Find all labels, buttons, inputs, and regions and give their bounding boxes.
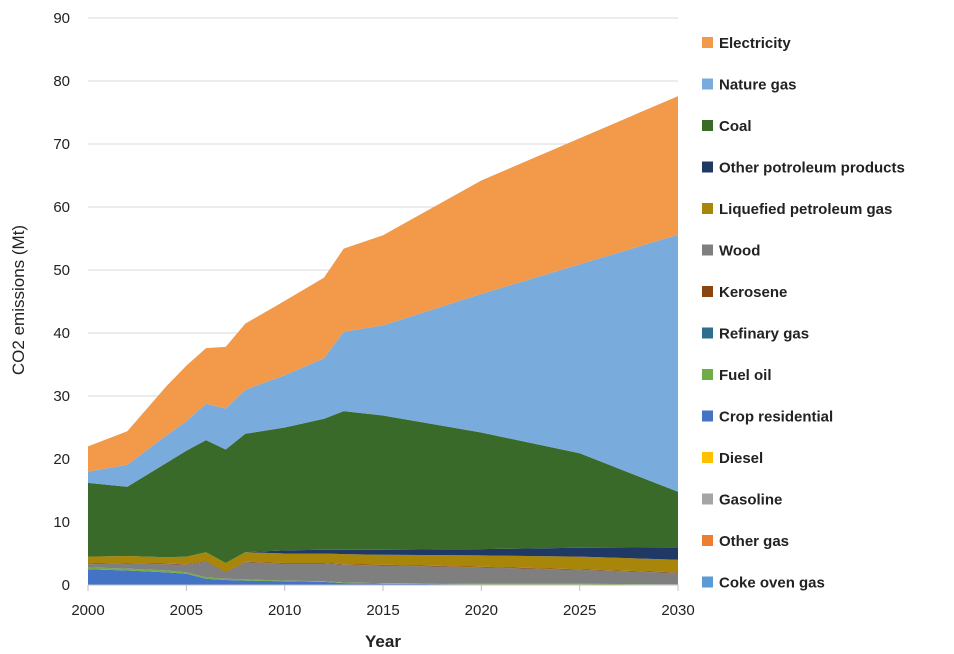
y-tick-label: 70 bbox=[53, 136, 70, 153]
legend-swatch-electricity bbox=[702, 37, 713, 48]
legend-swatch-coal bbox=[702, 120, 713, 131]
x-tick-label: 2030 bbox=[661, 602, 694, 619]
legend-label-refinary-gas: Refinary gas bbox=[719, 326, 809, 343]
legend-label-gasoline: Gasoline bbox=[719, 492, 782, 509]
y-tick-label: 10 bbox=[53, 514, 70, 531]
legend-swatch-nature-gas bbox=[702, 78, 713, 90]
legend-swatch-refinary-gas bbox=[702, 327, 713, 339]
legend-label-coal: Coal bbox=[719, 118, 752, 135]
area-coal bbox=[88, 411, 678, 563]
legend-label-fuel-oil: Fuel oil bbox=[719, 367, 772, 384]
x-tick-label: 2010 bbox=[268, 602, 301, 619]
area-other-potroleum-products bbox=[88, 547, 678, 563]
area-liquefied-petroleum-gas bbox=[88, 552, 678, 573]
x-tick-label: 2015 bbox=[366, 602, 399, 619]
y-axis-title: CO2 emissions (Mt) bbox=[9, 225, 28, 375]
legend-label-kerosene: Kerosene bbox=[719, 284, 787, 301]
y-tick-label: 80 bbox=[53, 73, 70, 90]
x-tick-label: 2025 bbox=[563, 602, 596, 619]
x-axis-title: Year bbox=[365, 632, 401, 651]
y-tick-label: 20 bbox=[53, 451, 70, 468]
area-electricity bbox=[88, 96, 678, 472]
x-tick-label: 2000 bbox=[71, 602, 104, 619]
legend-label-other-potroleum-products: Other potroleum products bbox=[719, 160, 905, 177]
legend-swatch-liquefied-petroleum-gas bbox=[702, 203, 713, 214]
y-tick-label: 60 bbox=[53, 199, 70, 216]
legend-swatch-kerosene bbox=[702, 286, 713, 297]
legend-label-nature-gas: Nature gas bbox=[719, 77, 797, 94]
legend-label-crop-residential: Crop residential bbox=[719, 409, 833, 426]
x-tick-label: 2005 bbox=[170, 602, 203, 619]
legend-label-liquefied-petroleum-gas: Liquefied petroleum gas bbox=[719, 201, 892, 218]
area-wood bbox=[88, 561, 678, 585]
y-tick-label: 30 bbox=[53, 388, 70, 405]
area-nature-gas bbox=[88, 234, 678, 492]
legend-swatch-fuel-oil bbox=[702, 369, 713, 380]
legend-label-coke-oven-gas: Coke oven gas bbox=[719, 575, 825, 592]
legend-swatch-crop-residential bbox=[702, 410, 713, 422]
y-tick-label: 90 bbox=[53, 10, 70, 27]
legend-label-wood: Wood bbox=[719, 243, 760, 260]
legend-swatch-diesel bbox=[702, 452, 713, 463]
x-tick-label: 2020 bbox=[465, 602, 498, 619]
legend-swatch-other-gas bbox=[702, 535, 713, 546]
y-tick-label: 0 bbox=[62, 577, 70, 594]
legend-label-electricity: Electricity bbox=[719, 35, 791, 52]
area-crop-residential bbox=[88, 569, 678, 585]
legend-swatch-coke-oven-gas bbox=[702, 576, 713, 588]
legend-swatch-other-potroleum-products bbox=[702, 161, 713, 173]
legend-label-diesel: Diesel bbox=[719, 450, 763, 467]
legend-swatch-gasoline bbox=[702, 493, 713, 505]
y-tick-label: 40 bbox=[53, 325, 70, 342]
legend-swatch-wood bbox=[702, 244, 713, 256]
legend: Electricity Nature gas Coal Other potroleum… bbox=[702, 35, 905, 592]
area-series-group bbox=[88, 96, 678, 585]
legend-label-other-gas: Other gas bbox=[719, 533, 789, 550]
y-tick-label: 50 bbox=[53, 262, 70, 279]
